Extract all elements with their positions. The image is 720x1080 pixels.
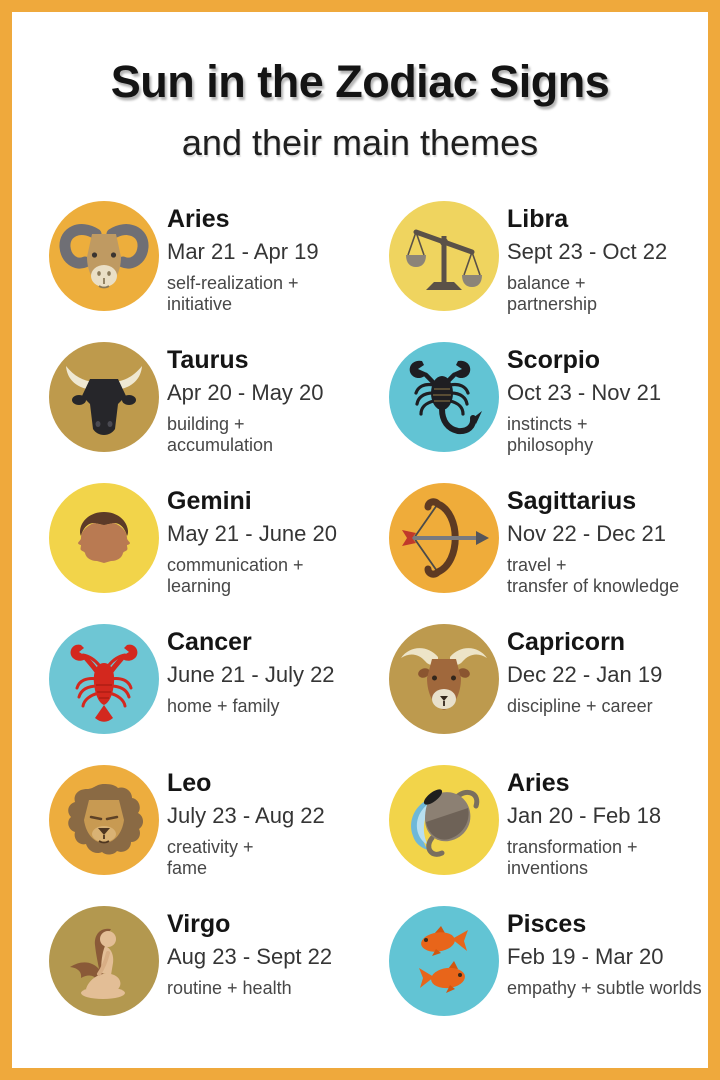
sign-theme: instincts + philosophy bbox=[507, 413, 594, 456]
sign-theme: transformation + inventions bbox=[507, 836, 638, 879]
zodiac-entry-scorpio: Scorpio Oct 23 - Nov 21 instincts + phil… bbox=[388, 341, 708, 456]
zodiac-entry-taurus: Taurus Apr 20 - May 20 building + accumu… bbox=[48, 341, 388, 456]
sign-theme: communication + learning bbox=[167, 554, 304, 597]
sign-theme: discipline + career bbox=[507, 695, 653, 716]
sign-name: Aries bbox=[507, 769, 570, 797]
sign-text: Scorpio Oct 23 - Nov 21 instincts + phil… bbox=[507, 341, 661, 456]
sign-dates: Sept 23 - Oct 22 bbox=[507, 238, 668, 264]
sign-name: Aries bbox=[167, 205, 230, 233]
zodiac-entry-libra: Libra Sept 23 - Oct 22 balance + partner… bbox=[388, 200, 708, 315]
sign-dates: Aug 23 - Sept 22 bbox=[167, 943, 333, 969]
sign-dates: July 23 - Aug 22 bbox=[167, 802, 325, 828]
scales-icon bbox=[388, 200, 500, 312]
sign-name: Gemini bbox=[167, 487, 252, 515]
sign-dates: May 21 - June 20 bbox=[167, 520, 337, 546]
sign-text: Pisces Feb 19 - Mar 20 empathy + subtle … bbox=[507, 905, 702, 999]
sign-theme: home + family bbox=[167, 695, 280, 716]
bull-icon bbox=[48, 341, 160, 453]
sign-text: Gemini May 21 - June 20 communication + … bbox=[167, 482, 337, 597]
sign-dates: June 21 - July 22 bbox=[167, 661, 335, 687]
sign-name: Capricorn bbox=[507, 628, 626, 656]
sign-dates: Nov 22 - Dec 21 bbox=[507, 520, 666, 546]
zodiac-entry-gemini: Gemini May 21 - June 20 communication + … bbox=[48, 482, 388, 597]
sign-text: Aries Jan 20 - Feb 18 transformation + i… bbox=[507, 764, 661, 879]
sign-name: Libra bbox=[507, 205, 569, 233]
zodiac-entry-aquarius: Aries Jan 20 - Feb 18 transformation + i… bbox=[388, 764, 708, 879]
sign-theme: creativity + fame bbox=[167, 836, 254, 879]
sign-text: Libra Sept 23 - Oct 22 balance + partner… bbox=[507, 200, 667, 315]
zodiac-grid: Aries Mar 21 - Apr 19 self-realization +… bbox=[12, 200, 708, 1017]
sign-theme: empathy + subtle worlds bbox=[507, 977, 702, 998]
sign-name: Scorpio bbox=[507, 346, 601, 374]
sign-theme: routine + health bbox=[167, 977, 292, 998]
ram-icon bbox=[48, 200, 160, 312]
zodiac-entry-pisces: Pisces Feb 19 - Mar 20 empathy + subtle … bbox=[388, 905, 708, 1017]
sign-name: Virgo bbox=[167, 910, 231, 938]
sign-name: Cancer bbox=[167, 628, 252, 656]
sign-dates: Dec 22 - Jan 19 bbox=[507, 661, 663, 687]
zodiac-entry-leo: Leo July 23 - Aug 22 creativity + fame bbox=[48, 764, 388, 879]
zodiac-entry-cancer: Cancer June 21 - July 22 home + family bbox=[48, 623, 388, 735]
zodiac-entry-capricorn: Capricorn Dec 22 - Jan 19 discipline + c… bbox=[388, 623, 708, 735]
scorpion-icon bbox=[388, 341, 500, 453]
lobster-icon bbox=[48, 623, 160, 735]
water-jug-icon bbox=[388, 764, 500, 876]
zodiac-entry-virgo: Virgo Aug 23 - Sept 22 routine + health bbox=[48, 905, 388, 1017]
sign-dates: Jan 20 - Feb 18 bbox=[507, 802, 662, 828]
maiden-icon bbox=[48, 905, 160, 1017]
sign-dates: Feb 19 - Mar 20 bbox=[507, 943, 664, 969]
sign-name: Taurus bbox=[167, 346, 249, 374]
sign-text: Cancer June 21 - July 22 home + family bbox=[167, 623, 335, 717]
sign-dates: Apr 20 - May 20 bbox=[167, 379, 324, 405]
twins-icon bbox=[48, 482, 160, 594]
sign-theme: building + accumulation bbox=[167, 413, 274, 456]
sign-theme: self-realization + initiative bbox=[167, 272, 299, 315]
page-title: Sun in the Zodiac Signs bbox=[110, 56, 610, 107]
sign-text: Capricorn Dec 22 - Jan 19 discipline + c… bbox=[507, 623, 662, 717]
sign-dates: Oct 23 - Nov 21 bbox=[507, 379, 662, 405]
sign-text: Taurus Apr 20 - May 20 building + accumu… bbox=[167, 341, 324, 456]
sign-text: Leo July 23 - Aug 22 creativity + fame bbox=[167, 764, 325, 879]
sign-text: Aries Mar 21 - Apr 19 self-realization +… bbox=[167, 200, 319, 315]
page-subtitle: and their main themes bbox=[181, 122, 539, 163]
sign-text: Virgo Aug 23 - Sept 22 routine + health bbox=[167, 905, 332, 999]
header: Sun in the Zodiac Signs and their main t… bbox=[12, 12, 708, 164]
sign-text: Sagittarius Nov 22 - Dec 21 travel + tra… bbox=[507, 482, 679, 597]
bow-arrow-icon bbox=[388, 482, 500, 594]
fish-icon bbox=[388, 905, 500, 1017]
sign-theme: travel + transfer of knowledge bbox=[507, 554, 680, 597]
sign-name: Pisces bbox=[507, 910, 587, 938]
lion-icon bbox=[48, 764, 160, 876]
sign-name: Sagittarius bbox=[507, 487, 637, 515]
zodiac-entry-sagittarius: Sagittarius Nov 22 - Dec 21 travel + tra… bbox=[388, 482, 708, 597]
goat-icon bbox=[388, 623, 500, 735]
sign-name: Leo bbox=[167, 769, 212, 797]
sign-dates: Mar 21 - Apr 19 bbox=[167, 238, 319, 264]
sign-theme: balance + partnership bbox=[507, 272, 598, 315]
zodiac-entry-aries: Aries Mar 21 - Apr 19 self-realization +… bbox=[48, 200, 388, 315]
